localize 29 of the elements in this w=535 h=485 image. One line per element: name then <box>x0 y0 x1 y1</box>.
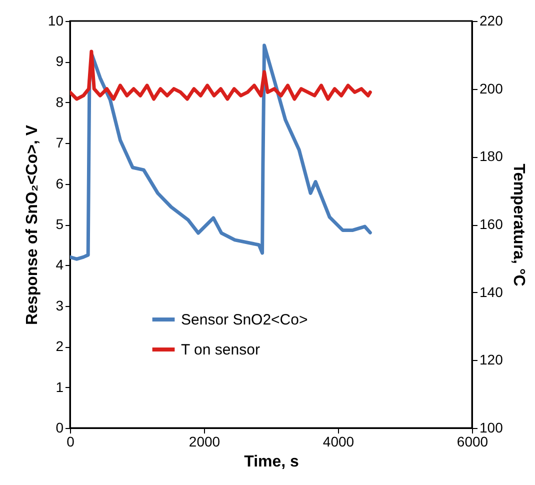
y-axis-title: Response of SnO₂<Co>, V <box>24 124 41 326</box>
x-axis-title: Time, s <box>244 454 300 470</box>
legend-label: Sensor SnO2<Co> <box>181 312 308 328</box>
y2-tick-label: 160 <box>480 216 504 232</box>
y-tick-label: 0 <box>56 420 64 436</box>
y-tick-label: 10 <box>48 12 64 28</box>
y-tick-label: 3 <box>56 297 64 314</box>
y2-tick-label: 200 <box>480 80 504 96</box>
y-tick-label: 6 <box>56 175 64 192</box>
x-tick-label: 6000 <box>456 434 488 450</box>
x-tick-label: 4000 <box>322 434 354 450</box>
y2-tick-label: 120 <box>480 352 504 368</box>
y-tick-label: 4 <box>56 256 64 273</box>
y-tick-label: 5 <box>56 216 64 232</box>
y2-tick-label: 220 <box>480 12 504 28</box>
y2-axis-title: Temperatura, °C <box>510 164 527 287</box>
y2-tick-label: 100 <box>480 420 504 436</box>
y-tick-label: 1 <box>56 378 64 395</box>
x-tick-label: 0 <box>66 434 75 450</box>
y-tick-label: 8 <box>56 94 64 110</box>
line-series <box>70 44 372 261</box>
y-tick-label: 9 <box>56 53 64 70</box>
legend-label: T on sensor <box>181 342 260 358</box>
y-tick-label: 7 <box>56 134 64 151</box>
y2-tick-label: 180 <box>480 148 504 164</box>
y2-tick-label: 140 <box>480 284 504 300</box>
y-tick-label: 2 <box>56 338 64 354</box>
x-tick-label: 2000 <box>188 434 220 450</box>
line-series <box>70 50 372 101</box>
